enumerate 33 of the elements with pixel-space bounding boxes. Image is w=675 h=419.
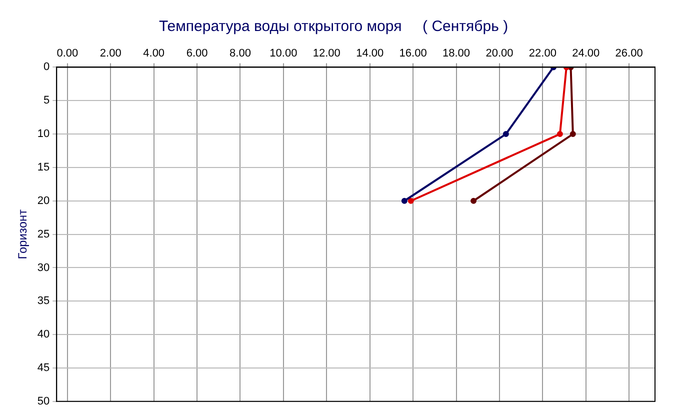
y-tick-label: 15 <box>37 161 50 174</box>
point <box>502 131 509 138</box>
y-tick-label: 5 <box>44 94 50 107</box>
x-tick-label: 22.00 <box>528 48 556 60</box>
y-tick-label: 25 <box>37 228 50 240</box>
point <box>570 131 576 138</box>
y-axis-title: Горизонт <box>16 208 30 260</box>
y-tick-label: 45 <box>37 362 50 374</box>
point <box>408 198 414 204</box>
x-tick-label: 26.00 <box>615 48 643 60</box>
point <box>556 131 563 138</box>
y-tick-label: 10 <box>37 128 50 140</box>
x-tick-label: 2.00 <box>100 48 122 60</box>
chart-title: Температура воды открытого моря ( Сентябрь ) <box>158 18 508 36</box>
y-tick-label: 40 <box>37 328 50 341</box>
point <box>470 198 477 204</box>
x-tick-label: 24.00 <box>572 48 600 60</box>
y-tick-label: 30 <box>37 262 50 274</box>
x-tick-label: 10.00 <box>270 48 298 60</box>
y-tick-label: 35 <box>37 295 50 308</box>
x-tick-label: 0.00 <box>56 48 78 60</box>
x-tick-label: 14.00 <box>356 48 384 60</box>
y-tick-label: 50 <box>37 395 50 408</box>
x-tick-label: 20.00 <box>486 48 514 60</box>
x-tick-label: 4.00 <box>143 48 165 60</box>
x-tick-label: 8.00 <box>230 48 251 60</box>
x-tick-label: 16.00 <box>399 48 427 60</box>
y-tick-label: 0 <box>44 61 50 74</box>
point <box>401 198 408 204</box>
x-tick-label: 12.00 <box>312 48 340 60</box>
y-tick-label: 20 <box>37 194 50 207</box>
x-tick-label: 6.00 <box>186 48 208 60</box>
x-tick-label: 18.00 <box>442 48 470 60</box>
